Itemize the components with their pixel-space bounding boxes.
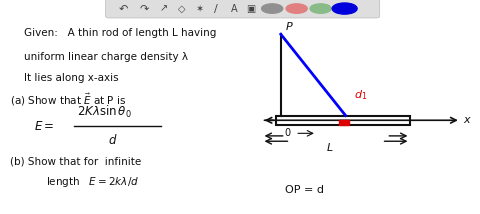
Bar xyxy=(339,120,349,125)
Text: A: A xyxy=(230,4,237,13)
Text: x: x xyxy=(463,115,470,125)
Text: ↶: ↶ xyxy=(119,4,129,13)
Text: It lies along x-axis: It lies along x-axis xyxy=(24,73,119,83)
Text: OP = d: OP = d xyxy=(285,186,324,195)
Text: $E =$: $E =$ xyxy=(34,120,54,133)
Circle shape xyxy=(262,4,283,13)
Circle shape xyxy=(310,4,331,13)
Text: P: P xyxy=(286,22,292,32)
Text: Given:   A thin rod of length L having: Given: A thin rod of length L having xyxy=(24,28,216,38)
FancyBboxPatch shape xyxy=(106,0,380,18)
Text: $d_1$: $d_1$ xyxy=(354,88,368,102)
Text: L: L xyxy=(327,143,334,153)
Text: ↗: ↗ xyxy=(159,4,167,13)
Text: $2K\lambda\sin\theta_0$: $2K\lambda\sin\theta_0$ xyxy=(77,104,132,120)
Text: $d$: $d$ xyxy=(108,133,118,147)
Text: length   $E = 2k\lambda/d$: length $E = 2k\lambda/d$ xyxy=(46,175,139,189)
Bar xyxy=(276,116,410,125)
Circle shape xyxy=(332,3,357,14)
Text: uniform linear charge density λ: uniform linear charge density λ xyxy=(24,52,188,62)
Text: 0: 0 xyxy=(284,128,290,138)
Circle shape xyxy=(286,4,307,13)
Text: (b) Show that for  infinite: (b) Show that for infinite xyxy=(10,157,141,166)
Text: ✶: ✶ xyxy=(195,4,203,13)
Text: ◇: ◇ xyxy=(178,4,185,13)
Text: (a) Show that $\vec{E}$ at P is: (a) Show that $\vec{E}$ at P is xyxy=(10,91,126,108)
Text: /: / xyxy=(214,4,218,13)
Text: ↷: ↷ xyxy=(139,4,149,13)
Text: ▣: ▣ xyxy=(246,4,255,13)
